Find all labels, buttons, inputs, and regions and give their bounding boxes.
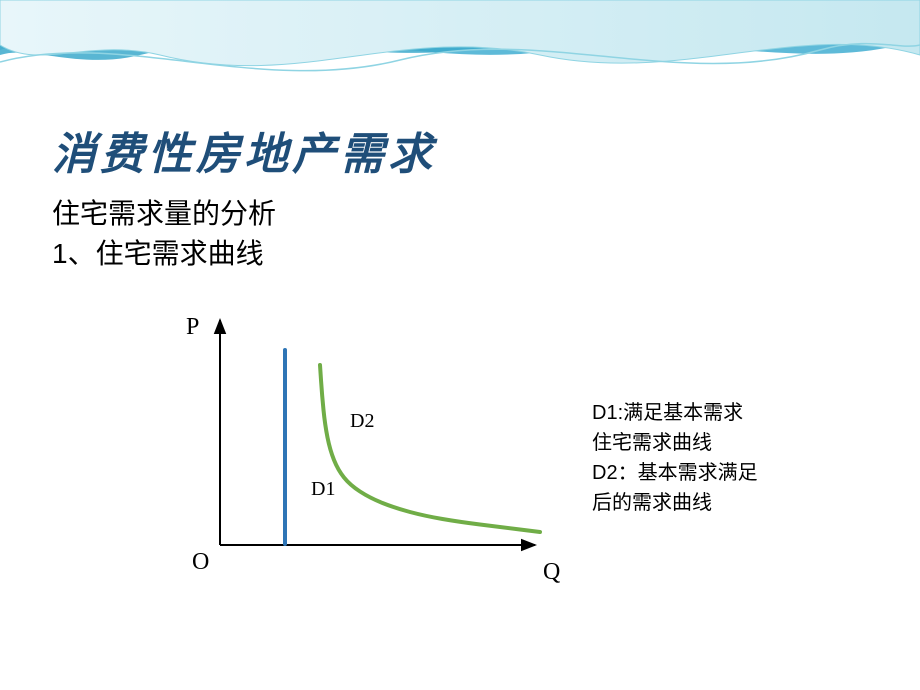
axis-label-o: O bbox=[192, 549, 209, 576]
slide-title: 消费性房地产需求 bbox=[52, 118, 436, 182]
subtitle-line-2: 1、住宅需求曲线 bbox=[52, 232, 264, 272]
curve-label-d1: D1 bbox=[311, 478, 335, 501]
axis-label-p: P bbox=[186, 314, 199, 341]
slide-content: 消费性房地产需求 住宅需求量的分析 1、住宅需求曲线 P O Q D1 D2 D… bbox=[0, 0, 920, 690]
demand-chart: P O Q D1 D2 bbox=[180, 310, 580, 610]
chart-svg bbox=[180, 310, 580, 610]
legend-d2: D2：基本需求满足后的需求曲线 bbox=[592, 458, 762, 518]
d2-curve bbox=[320, 365, 540, 532]
chart-legend: D1:满足基本需求住宅需求曲线 D2：基本需求满足后的需求曲线 bbox=[592, 398, 762, 518]
axis-label-q: Q bbox=[543, 559, 560, 586]
curve-label-d2: D2 bbox=[350, 410, 374, 433]
axes bbox=[214, 318, 537, 551]
subtitle-line-1: 住宅需求量的分析 bbox=[52, 192, 276, 232]
legend-d1: D1:满足基本需求住宅需求曲线 bbox=[592, 398, 762, 458]
